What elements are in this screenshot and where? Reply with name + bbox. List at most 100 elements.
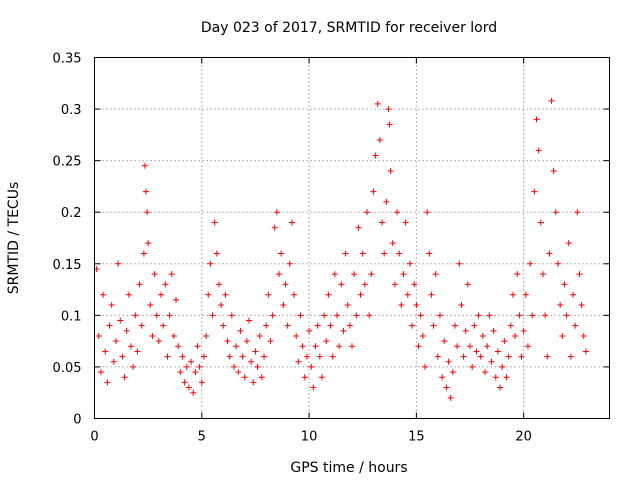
data-point <box>507 322 514 329</box>
data-point <box>198 379 205 386</box>
data-point <box>209 312 216 319</box>
data-point <box>482 369 489 376</box>
data-point <box>344 302 351 309</box>
data-point <box>484 343 491 350</box>
y-axis-label: SRMTID / TECUs <box>6 182 22 295</box>
data-point <box>203 332 210 339</box>
data-point <box>400 271 407 278</box>
data-point <box>117 317 124 324</box>
data-point <box>402 219 409 226</box>
data-point <box>561 281 568 288</box>
data-point <box>192 369 199 376</box>
data-point <box>492 374 499 381</box>
data-point <box>386 121 393 128</box>
data-point <box>441 338 448 345</box>
data-point <box>494 348 501 355</box>
data-point <box>308 363 315 370</box>
data-point <box>312 343 319 350</box>
data-point <box>194 343 201 350</box>
data-point <box>250 379 257 386</box>
data-point <box>278 250 285 257</box>
data-point <box>385 106 392 113</box>
data-point <box>224 338 231 345</box>
x-tick-label: 5 <box>198 430 206 445</box>
data-point <box>306 327 313 334</box>
data-point <box>175 343 182 350</box>
data-point <box>520 327 527 334</box>
data-point <box>338 281 345 288</box>
data-point <box>349 343 355 350</box>
chart-title: Day 023 of 2017, SRMTID for receiver lor… <box>201 20 497 36</box>
data-point <box>301 374 308 381</box>
x-axis: 0 5 10 15 20 <box>90 57 532 445</box>
data-point <box>179 353 186 360</box>
data-point <box>529 312 536 319</box>
data-point <box>153 312 160 319</box>
data-point <box>188 358 195 365</box>
x-axis-label: GPS time / hours <box>290 460 407 476</box>
data-point <box>288 219 295 226</box>
data-point <box>200 353 207 360</box>
data-point <box>136 281 143 288</box>
data-point <box>417 312 424 319</box>
data-point <box>258 374 265 381</box>
data-point <box>205 291 212 298</box>
data-point <box>213 250 220 257</box>
data-point <box>368 271 375 278</box>
data-point <box>527 260 534 267</box>
data-point <box>284 322 291 329</box>
data-point <box>151 271 158 278</box>
data-point <box>479 332 486 339</box>
data-point <box>316 353 323 360</box>
grid <box>94 57 610 419</box>
data-point <box>548 97 555 104</box>
data-point <box>490 327 497 334</box>
data-point <box>449 369 456 376</box>
data-point <box>531 188 538 195</box>
data-point <box>100 291 107 298</box>
data-point <box>424 209 431 216</box>
data-point <box>439 374 446 381</box>
data-point <box>409 322 416 329</box>
data-point <box>271 224 278 231</box>
data-point <box>222 291 229 298</box>
data-point <box>318 374 325 381</box>
data-point <box>325 291 332 298</box>
data-point <box>254 363 261 370</box>
data-point <box>555 260 561 267</box>
data-point <box>282 281 289 288</box>
y-tick-label: 0.35 <box>53 52 82 67</box>
x-tick-label: 0 <box>90 430 98 445</box>
plot-frame <box>94 57 610 419</box>
x-tick-label: 15 <box>408 430 425 445</box>
data-point <box>336 343 343 350</box>
data-point <box>570 291 577 298</box>
data-point <box>170 332 177 339</box>
data-point <box>218 302 225 309</box>
data-point <box>97 369 104 376</box>
data-point <box>291 291 298 298</box>
y-axis: 0 0.05 0.1 0.15 0.2 0.25 0.3 0.35 <box>53 52 610 428</box>
data-point <box>537 219 544 226</box>
data-point <box>168 271 175 278</box>
data-points <box>93 97 589 401</box>
data-point <box>396 250 403 257</box>
data-point <box>542 312 549 319</box>
data-point <box>340 327 347 334</box>
data-point <box>535 147 542 154</box>
data-point <box>509 291 516 298</box>
data-point <box>550 167 557 174</box>
data-point <box>546 250 553 257</box>
data-point <box>475 312 482 319</box>
data-point <box>503 374 510 381</box>
data-point <box>391 281 398 288</box>
data-point <box>406 260 413 267</box>
data-point <box>415 343 422 350</box>
data-point <box>115 260 122 267</box>
data-point <box>134 348 141 355</box>
data-point <box>464 281 471 288</box>
data-point <box>149 332 156 339</box>
data-point <box>469 363 476 370</box>
data-point <box>456 260 463 267</box>
